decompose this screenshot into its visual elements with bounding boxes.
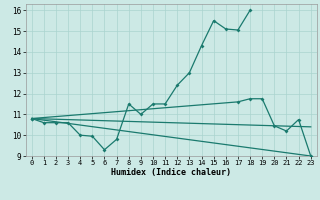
X-axis label: Humidex (Indice chaleur): Humidex (Indice chaleur) [111,168,231,177]
